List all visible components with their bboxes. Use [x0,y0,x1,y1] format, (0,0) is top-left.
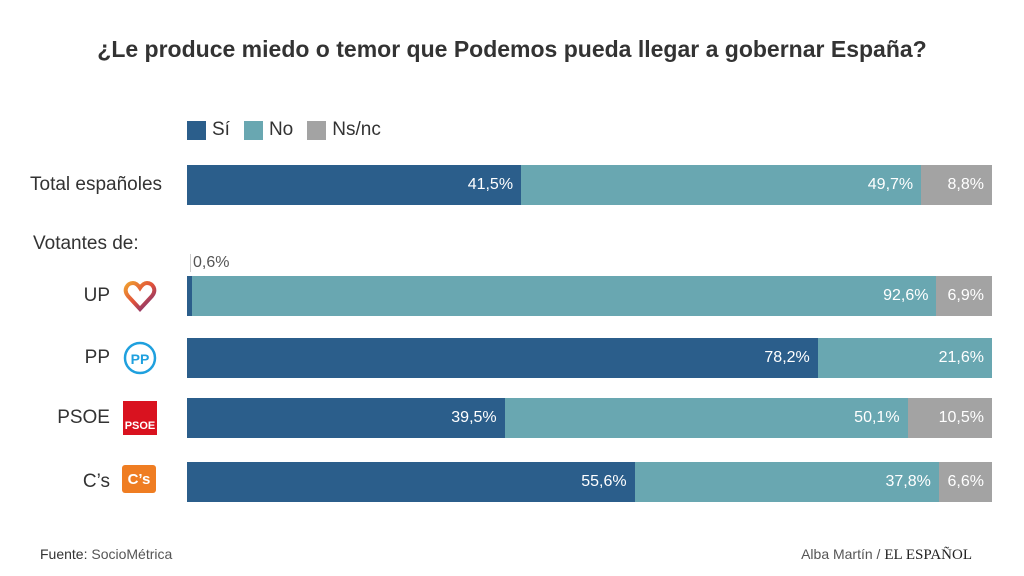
pp-logo-icon: PP [123,341,157,375]
legend-swatch [187,120,206,140]
credits: Alba Martín / EL ESPAÑOL [801,546,972,563]
bar-segment-nsnc: 6,6% [938,462,992,502]
category-label: UP [83,285,110,306]
category-label: Total españoles [30,174,163,195]
legend-item-nsnc: Ns/nc [307,119,381,141]
data-label: 78,2% [764,349,810,366]
category-label: C’s [82,471,110,492]
bar-segment-s: 39,5% [187,398,505,438]
chart-title: ¿Le produce miedo o temor que Podemos pu… [97,36,927,62]
category-label: PP [84,347,110,368]
legend-item-si: Sí [187,119,230,141]
bar-segment-s: 55,6% [187,462,635,502]
source: Fuente: SocioMétrica [40,546,173,562]
legend-swatch [307,120,327,140]
bar-segment-s [187,276,192,316]
legend-swatch [243,120,263,140]
data-label: 92,6% [883,287,929,304]
bar-segment-no: 49,7% [521,165,922,205]
data-label: 49,7% [867,176,914,193]
bar-row: 55,6% 37,8% 6,6% [187,462,992,502]
legend-label: Sí [212,119,230,140]
bar-segment-nsnc: 6,9% [936,276,992,316]
data-label: 21,6% [938,349,984,366]
category-label: PSOE [57,407,110,428]
bar-row: 41,5% 49,7% 8,8% [187,165,992,205]
data-label: 37,8% [885,473,931,490]
bar-segment-no: 92,6% [191,276,937,316]
data-label-up-si: 0,6% [190,254,229,272]
data-label: 10,5% [938,409,984,426]
data-label: 6,9% [947,287,984,304]
bar-row: 92,6% 6,9% [187,276,992,316]
legend-item-no: No [243,119,294,141]
group-label: Votantes de: [33,233,139,254]
bar-segment-nsnc: 10,5% [907,398,992,438]
data-label: 6,6% [947,473,984,490]
data-label: 8,8% [947,176,984,193]
bar-segment-no: 37,8% [634,462,939,502]
bar-row: 39,5% 50,1% 10,5% [187,398,992,438]
bar-segment-no: 50,1% [504,398,908,438]
bar-segment-s: 41,5% [187,165,522,205]
legend-label: Ns/nc [332,119,381,140]
data-label: 50,1% [854,409,900,426]
up-heart-logo-icon [123,280,157,312]
legend-label: No [268,119,294,140]
bar-row: 78,2% 21,6% [187,338,992,378]
bar-segment-no: 21,6% [817,338,992,378]
svg-text:PP: PP [131,351,150,367]
data-label: 39,5% [451,409,497,426]
data-label: 41,5% [467,176,514,193]
bar-segment-nsnc: 8,8% [921,165,992,205]
bar-segment-s: 78,2% [187,338,818,378]
psoe-logo-icon: PSOE [123,401,157,435]
legend: Sí No Ns/nc [187,119,381,141]
data-label: 55,6% [581,473,627,490]
cs-logo-icon: C’s [122,465,156,493]
